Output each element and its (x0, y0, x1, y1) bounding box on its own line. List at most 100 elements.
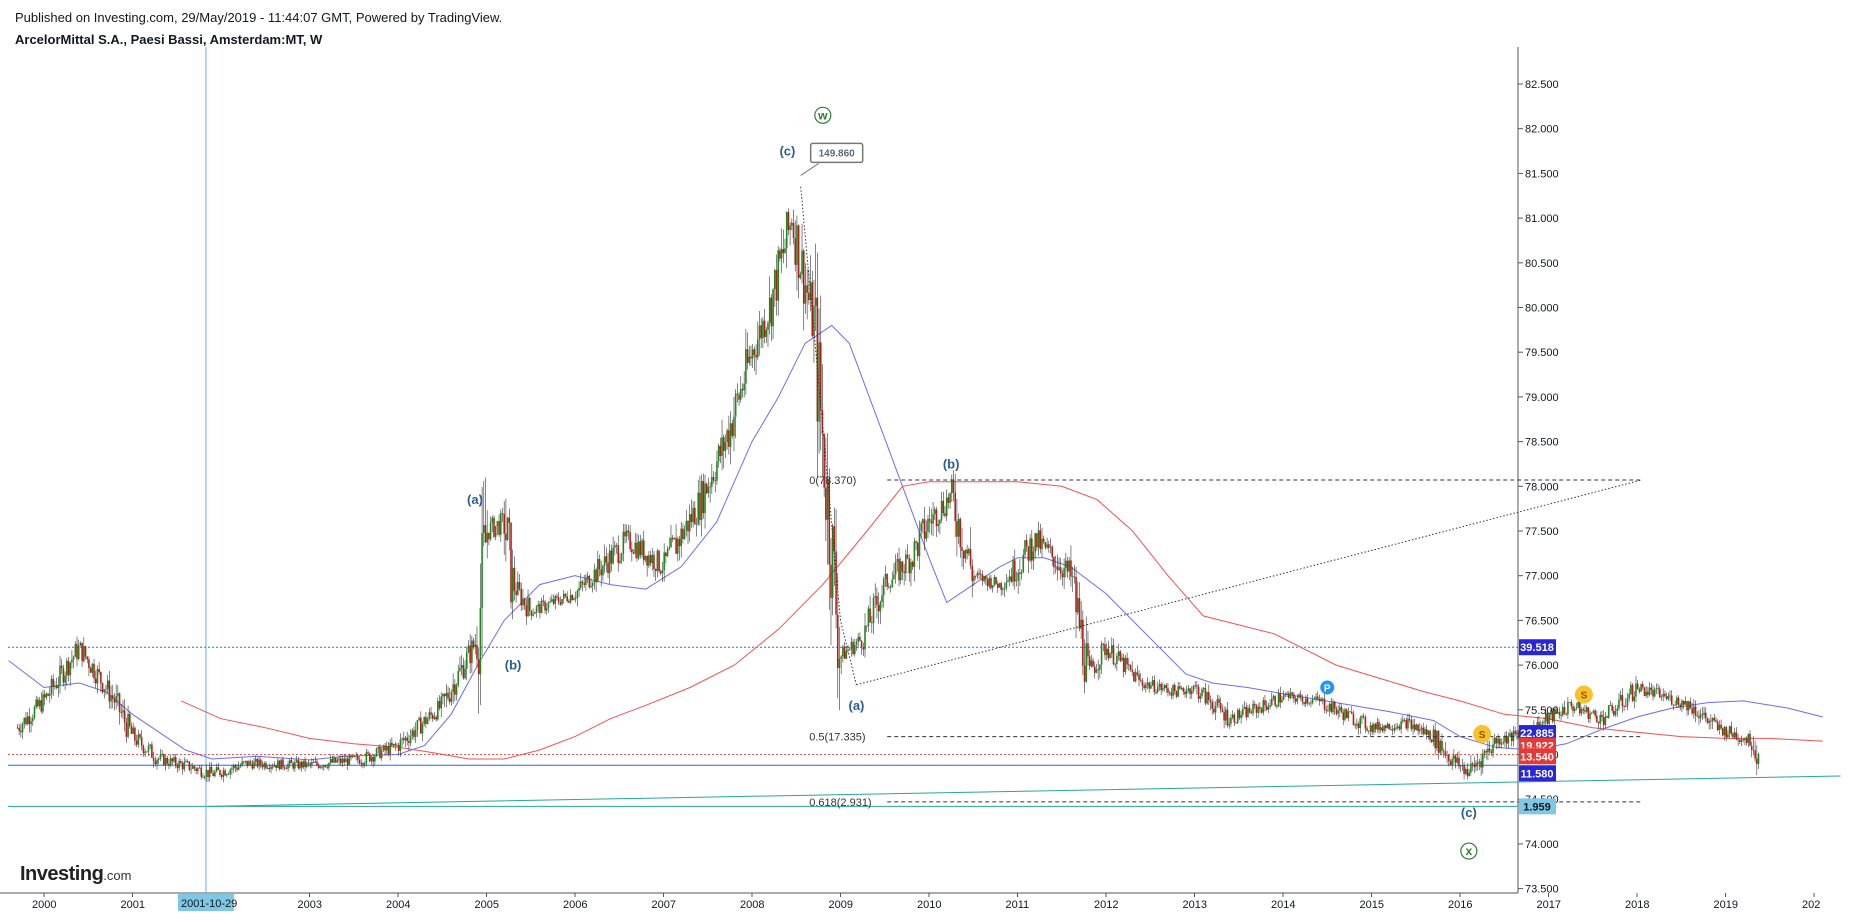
candle-body (1606, 716, 1608, 718)
candle-body (869, 608, 871, 623)
candle-body (1463, 764, 1465, 774)
candle-body (602, 565, 604, 576)
candle-body (1485, 751, 1488, 753)
candle-body (593, 569, 596, 584)
candle-body (1442, 750, 1445, 752)
candle-body (431, 714, 434, 719)
candle-body (59, 665, 61, 685)
candle-body (1092, 660, 1094, 667)
event-marker[interactable] (1473, 724, 1492, 743)
candle-body (469, 645, 471, 664)
candle-body (241, 761, 243, 766)
candle-body (755, 354, 757, 358)
candle-body (680, 528, 682, 547)
candle-body (1725, 726, 1727, 738)
candle-body (1710, 720, 1712, 722)
candle-body (985, 575, 987, 580)
candle-body (125, 722, 128, 737)
y-tick-label: 76.000 (1525, 660, 1559, 672)
price-tag (1519, 748, 1556, 765)
candle-body (1087, 643, 1089, 657)
candle-body (290, 760, 293, 764)
candle-body (796, 225, 798, 265)
candle-body (411, 730, 414, 736)
candle-body (113, 698, 116, 703)
candle-body (120, 712, 123, 713)
candle-body (588, 575, 591, 588)
price-tag (1519, 798, 1556, 815)
candle-body (646, 555, 648, 566)
candle-body (971, 565, 974, 582)
candle-body (1405, 720, 1408, 729)
candle-body (89, 667, 92, 673)
candle-body (236, 767, 238, 770)
candle-body (978, 572, 980, 575)
candle-body (1361, 716, 1363, 718)
candle-body (501, 513, 504, 514)
candle-body (1750, 745, 1753, 750)
candle-body (852, 641, 854, 655)
candle-body (1173, 684, 1176, 692)
candle-body (1567, 702, 1569, 715)
candle-body (1267, 706, 1270, 710)
event-marker[interactable] (1574, 685, 1593, 704)
candle-body (1490, 751, 1493, 753)
candle-body (614, 545, 616, 548)
candle-body (1073, 576, 1076, 578)
candle-body (1390, 729, 1392, 731)
candle-body (351, 755, 354, 758)
candle-body (1711, 718, 1714, 722)
candle-body (1160, 683, 1162, 691)
candle-body (1708, 720, 1710, 723)
candle-body (452, 684, 454, 692)
candle-body (1299, 694, 1302, 698)
candle-body (816, 297, 819, 422)
candle-body (1584, 710, 1586, 712)
candle-body (498, 521, 500, 535)
candle-body (838, 658, 841, 669)
candle-body (1008, 576, 1011, 581)
candle-body (322, 765, 325, 768)
y-tick-label: 79.000 (1525, 392, 1559, 404)
candle-body (809, 282, 812, 301)
candle-body (995, 577, 997, 584)
candle-body (1068, 560, 1071, 572)
candle-body (333, 757, 335, 763)
candle-body (214, 771, 216, 777)
candle-body (1488, 748, 1491, 752)
candle-body (1550, 711, 1552, 715)
event-marker[interactable] (1320, 680, 1335, 695)
callout-label: 149.860 (819, 148, 856, 159)
candle-body (57, 684, 60, 688)
candle-body (217, 767, 220, 771)
candle-body (1626, 698, 1629, 707)
candle-body (1151, 680, 1154, 686)
candle-body (370, 756, 373, 762)
y-tick-label: 74.000 (1525, 839, 1559, 851)
candle-body (460, 665, 463, 668)
candle-body (678, 538, 681, 547)
candle-body (197, 768, 199, 771)
candle-body (1643, 687, 1646, 696)
candle-body (1182, 688, 1185, 692)
candle-body (54, 685, 56, 688)
candle-body (581, 581, 584, 584)
candle-body (928, 518, 931, 522)
candle-body (641, 540, 643, 556)
candle-body (84, 646, 87, 657)
candle-body (1085, 643, 1088, 682)
candle-body (1323, 698, 1326, 710)
candle-body (472, 640, 475, 648)
candle-body (45, 693, 48, 698)
candle-body (79, 642, 82, 646)
candle-body (651, 554, 654, 564)
candle-body (663, 552, 665, 571)
wave-label: (a) (467, 492, 483, 507)
candle-body (1556, 712, 1559, 714)
candle-body (1245, 706, 1248, 718)
crosshair-date-box (177, 894, 234, 911)
candle-body (515, 590, 517, 595)
candle-body (1243, 706, 1246, 709)
candle-body (248, 761, 250, 766)
